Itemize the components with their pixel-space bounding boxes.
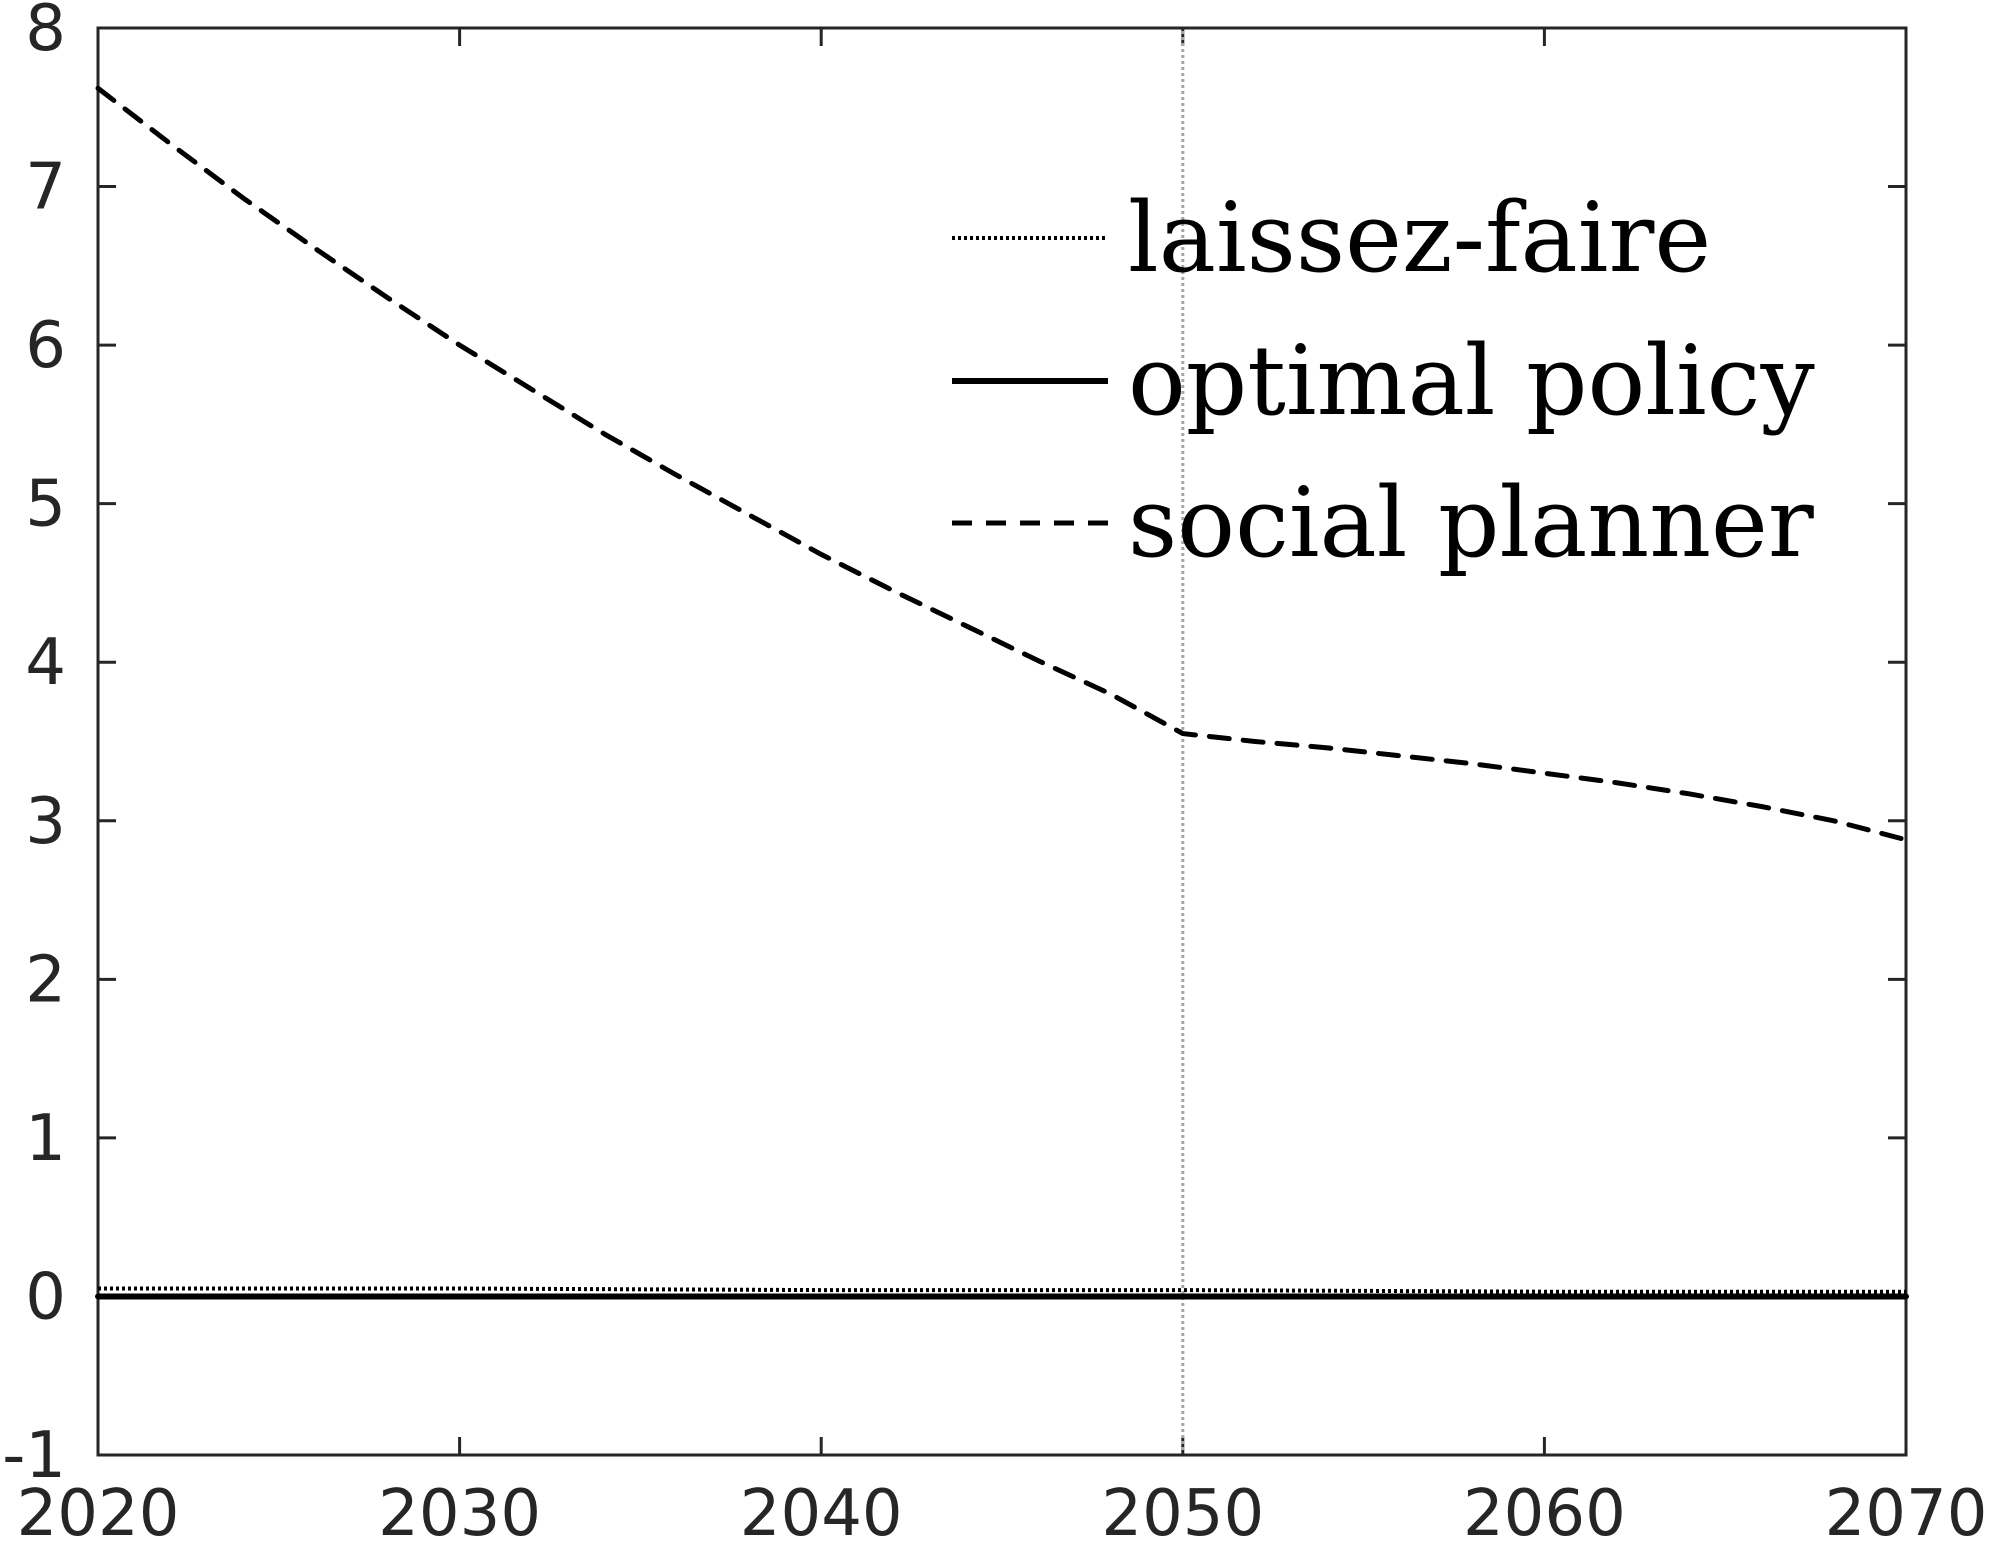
x-tick-label: 2040 [740, 1477, 903, 1551]
y-tick-label: 8 [25, 0, 66, 66]
y-tick-label: 2 [25, 943, 66, 1017]
y-tick-label: 4 [25, 626, 66, 700]
legend-label-2: social planner [1128, 467, 1814, 579]
y-tick-label: 1 [25, 1102, 66, 1176]
y-tick-label: 5 [25, 468, 66, 542]
series-line-0 [98, 1286, 1906, 1294]
series-line-2 [95, 85, 1909, 843]
y-tick-label: -1 [2, 1419, 66, 1493]
y-tick-label: 6 [25, 309, 66, 383]
y-tick-label: 0 [25, 1260, 66, 1334]
y-tick-label: 7 [25, 151, 66, 225]
plot-frame [96, 26, 1908, 1457]
legend-label-0: laissez-faire [1128, 182, 1711, 294]
x-tick-label: 2060 [1463, 1477, 1626, 1551]
x-tick-label: 2070 [1825, 1477, 1988, 1551]
y-tick-label: 3 [25, 785, 66, 859]
x-tick-label: 2030 [378, 1477, 541, 1551]
legend: laissez-faire optimal policy social planne… [952, 182, 1815, 579]
x-tick-label: 2020 [17, 1477, 180, 1551]
x-tick-label: 2050 [1101, 1477, 1264, 1551]
legend-label-1: optimal policy [1128, 325, 1815, 437]
